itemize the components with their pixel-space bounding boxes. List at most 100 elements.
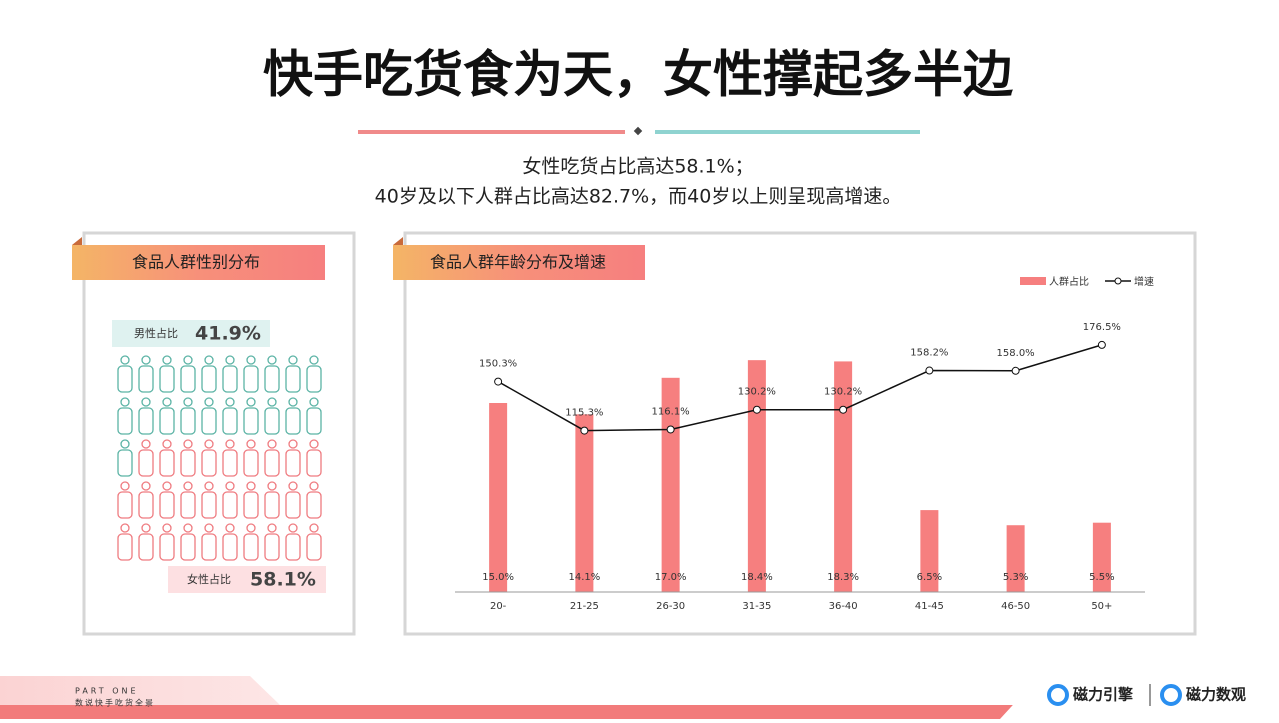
person-head [309, 523, 319, 533]
line-point [1097, 340, 1106, 349]
person-body [138, 449, 154, 477]
person-head [141, 523, 151, 533]
chart-title: 食品人群年龄分布及增速 [430, 253, 606, 272]
person-head [288, 523, 298, 533]
subtitle: 女性吃货占比高达58.1%； [522, 156, 753, 178]
person-head [225, 439, 235, 449]
bar-label: 14.1% [568, 572, 600, 583]
person-head [309, 397, 319, 407]
logo-text: 磁力数观 [1186, 686, 1246, 704]
person-head [309, 481, 319, 491]
bar-label: 6.5% [917, 572, 942, 583]
subtitle: 40岁及以下人群占比高达82.7%，而40岁以上则呈现高增速。 [375, 186, 902, 208]
person-head [288, 439, 298, 449]
line-label: 158.2% [910, 348, 948, 359]
person-head [120, 481, 130, 491]
person-body [306, 407, 322, 435]
bar [920, 510, 939, 592]
person-body [243, 533, 259, 561]
person-head [246, 481, 256, 491]
female-value: 58.1% [250, 569, 316, 591]
panel-title: 食品人群性别分布 [132, 253, 260, 272]
logo-text: 磁力引擎 [1073, 686, 1133, 704]
bar [1006, 525, 1025, 592]
bar [661, 377, 680, 592]
person-body [264, 365, 280, 393]
person-body [159, 407, 175, 435]
legend-label: 人群占比 [1049, 275, 1089, 288]
person-body [285, 491, 301, 519]
person-head [288, 355, 298, 365]
line-point [1011, 366, 1020, 375]
person-head [225, 355, 235, 365]
logo-icon [1047, 684, 1069, 706]
person-head [141, 439, 151, 449]
person-head [183, 355, 193, 365]
person-head [225, 481, 235, 491]
line-point [580, 426, 589, 435]
bar [834, 361, 853, 592]
person-body [159, 533, 175, 561]
person-head [162, 481, 172, 491]
line-label: 116.1% [652, 406, 690, 417]
footer-part: PART ONE [75, 687, 139, 696]
person-body [306, 449, 322, 477]
person-head [267, 439, 277, 449]
person-body [180, 407, 196, 435]
person-body [264, 533, 280, 561]
line-point [839, 405, 848, 414]
person-body [159, 491, 175, 519]
bar [1092, 522, 1111, 592]
title: 快手吃货食为天，女性撑起多半边 [263, 46, 1013, 104]
person-body [222, 449, 238, 477]
person-head [120, 439, 130, 449]
line-point [494, 377, 503, 386]
x-tick-label: 26-30 [656, 601, 685, 612]
person-head [225, 523, 235, 533]
person-body [117, 533, 133, 561]
person-body [201, 365, 217, 393]
person-head [120, 355, 130, 365]
female-label: 女性占比 [187, 572, 231, 586]
bar-label: 15.0% [482, 572, 514, 583]
x-tick-label: 20- [490, 601, 507, 612]
person-head [120, 397, 130, 407]
person-head [204, 523, 214, 533]
person-body [159, 365, 175, 393]
person-head [246, 439, 256, 449]
person-head [183, 481, 193, 491]
footer-band [0, 676, 280, 705]
male-value: 41.9% [195, 323, 261, 345]
person-head [120, 523, 130, 533]
bar-label: 5.5% [1089, 572, 1114, 583]
person-body [243, 491, 259, 519]
person-body [180, 533, 196, 561]
line-point [925, 366, 934, 375]
person-body [306, 533, 322, 561]
person-head [288, 397, 298, 407]
person-head [141, 397, 151, 407]
person-body [243, 449, 259, 477]
bar-label: 18.3% [827, 572, 859, 583]
line-label: 150.3% [479, 359, 517, 370]
person-head [141, 355, 151, 365]
female-box [168, 566, 326, 593]
person-body [222, 533, 238, 561]
person-head [162, 355, 172, 365]
person-head [267, 355, 277, 365]
person-body [138, 407, 154, 435]
bar [747, 360, 766, 592]
people-icons [117, 355, 322, 561]
x-tick-label: 36-40 [829, 601, 858, 612]
banner-fold [72, 237, 82, 245]
legend-swatch [1020, 277, 1046, 285]
footer-logo-area [1000, 670, 1279, 719]
line-point [752, 405, 761, 414]
person-body [285, 449, 301, 477]
person-head [162, 523, 172, 533]
person-body [306, 491, 322, 519]
person-head [309, 355, 319, 365]
bar [575, 414, 594, 592]
person-body [243, 365, 259, 393]
line-label: 130.2% [738, 387, 776, 398]
